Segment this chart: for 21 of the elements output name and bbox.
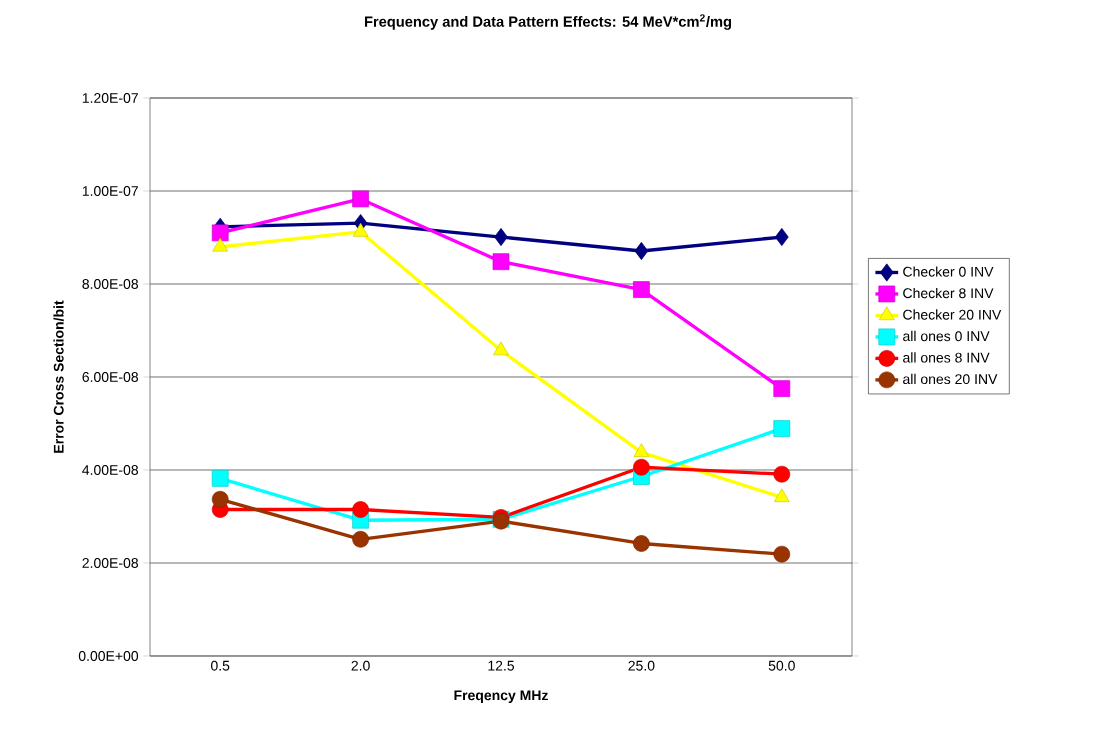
legend-label: all ones 8 INV bbox=[903, 352, 990, 363]
y-tick-label: 4.00E-08 bbox=[82, 465, 139, 475]
x-tick-label: 12.5 bbox=[488, 660, 515, 671]
legend-label: Checker 8 INV bbox=[903, 287, 994, 299]
y-tick-label: 1.20E-07 bbox=[82, 93, 138, 103]
x-axis-title: Freqency MHz bbox=[454, 690, 548, 703]
legend-label: Checker 0 INV bbox=[903, 266, 994, 277]
legend-label: all ones 0 INV bbox=[903, 330, 990, 342]
x-tick-label: 0.5 bbox=[211, 660, 230, 671]
y-tick-label: 0.00E+00 bbox=[78, 651, 139, 661]
y-tick-label: 1.00E-07 bbox=[82, 186, 138, 196]
chart-title: Frequency and Data Pattern Effects: 54 MeV*cm$^{2}$/mg bbox=[364, 14, 731, 30]
x-tick-label: 50.0 bbox=[768, 660, 795, 671]
y-axis-title: Error Cross Section/bit bbox=[53, 300, 64, 453]
x-tick-label: 25.0 bbox=[628, 660, 655, 671]
y-tick-label: 2.00E-08 bbox=[82, 558, 139, 568]
y-tick-label: 6.00E-08 bbox=[82, 372, 139, 382]
legend-label: Checker 20 INV bbox=[903, 309, 1002, 320]
y-tick-label: 8.00E-08 bbox=[82, 279, 139, 289]
legend-label: all ones 20 INV bbox=[903, 373, 998, 385]
x-tick-label: 2.0 bbox=[351, 660, 370, 671]
